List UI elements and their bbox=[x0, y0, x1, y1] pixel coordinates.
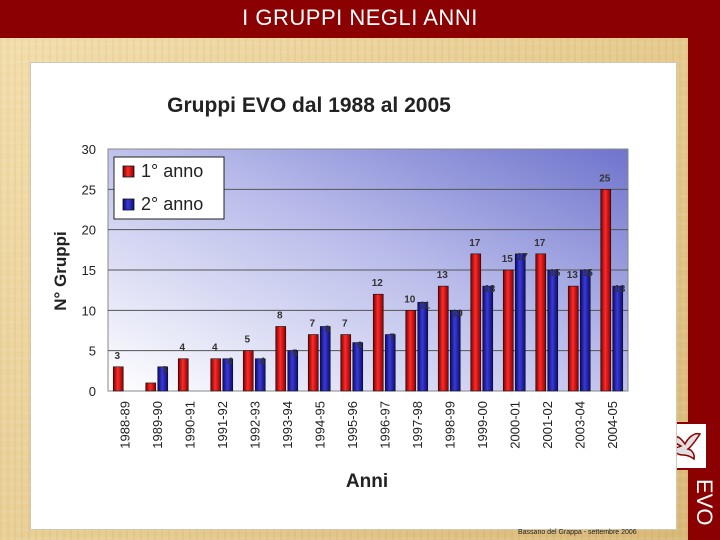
bar-2-anno bbox=[612, 285, 624, 392]
chart-title: Gruppi EVO dal 1988 al 2005 bbox=[167, 94, 451, 117]
bar-1-anno bbox=[437, 285, 449, 392]
x-tick-label: 1991-92 bbox=[215, 401, 230, 449]
bar-1-anno bbox=[470, 253, 482, 392]
data-label: 4 bbox=[212, 343, 218, 354]
x-tick-label: 2004-05 bbox=[605, 401, 620, 449]
data-label: 7 bbox=[389, 333, 395, 344]
y-tick-label: 20 bbox=[82, 223, 96, 238]
bar-2-anno bbox=[222, 358, 234, 392]
y-tick-label: 5 bbox=[89, 344, 96, 359]
data-label: 15 bbox=[549, 268, 561, 279]
bar-2-anno bbox=[449, 310, 461, 392]
data-label: 13 bbox=[484, 284, 496, 295]
data-label: 11 bbox=[419, 300, 430, 311]
data-label: 13 bbox=[437, 270, 449, 281]
x-tick-label: 1990-91 bbox=[182, 401, 197, 449]
bar-1-anno bbox=[405, 310, 417, 392]
bar-1-anno bbox=[567, 285, 579, 392]
data-label: 15 bbox=[502, 254, 514, 265]
data-label: 10 bbox=[404, 294, 416, 305]
chart-panel: 3 3 4 4 4 5 4 8 5 7 8 7 6 12 7 10 11 13 10 17 13 15 17 17 15 13 15… bbox=[30, 62, 677, 530]
data-label: 3 bbox=[162, 365, 168, 376]
data-label: 7 bbox=[309, 319, 315, 330]
bar-1-anno bbox=[112, 366, 124, 392]
x-tick-label: 1992-93 bbox=[247, 401, 262, 449]
legend-swatch bbox=[122, 198, 135, 211]
data-label: 8 bbox=[277, 310, 283, 321]
bar-2-anno bbox=[384, 334, 396, 392]
bar-1-anno bbox=[210, 358, 222, 392]
data-label: 4 bbox=[259, 357, 265, 368]
footer-text: Bassano del Grappa - settembre 2006 bbox=[518, 529, 637, 536]
x-tick-label: 1993-94 bbox=[280, 401, 295, 449]
y-axis-label: N° Gruppi bbox=[51, 231, 70, 311]
x-axis-label: Anni bbox=[346, 471, 388, 492]
y-tick-label: 15 bbox=[82, 263, 96, 278]
data-label: 5 bbox=[244, 335, 250, 346]
x-tick-label: 1989-90 bbox=[150, 401, 165, 449]
data-label: 3 bbox=[114, 351, 120, 362]
bar-2-anno bbox=[482, 285, 494, 392]
bar-1-anno bbox=[535, 253, 547, 392]
legend-swatch bbox=[122, 165, 135, 178]
data-label: 10 bbox=[452, 308, 464, 319]
data-label: 17 bbox=[517, 252, 529, 263]
bar-2-anno bbox=[319, 326, 331, 392]
y-tick-label: 25 bbox=[82, 182, 96, 197]
bar-1-anno bbox=[242, 350, 254, 392]
x-tick-label: 2001-02 bbox=[540, 401, 555, 449]
data-label: 4 bbox=[179, 343, 185, 354]
data-label: 6 bbox=[357, 341, 363, 352]
title-bar: I GRUPPI NEGLI ANNI bbox=[0, 0, 720, 38]
x-tick-label: 1996-97 bbox=[377, 401, 392, 449]
data-label: 13 bbox=[614, 284, 626, 295]
data-label: 17 bbox=[534, 238, 546, 249]
bar-1-anno bbox=[600, 189, 612, 392]
bar-2-anno bbox=[514, 253, 526, 392]
bar-1-anno bbox=[307, 334, 319, 392]
data-label: 17 bbox=[469, 238, 481, 249]
evo-side-label: EVO bbox=[692, 478, 717, 526]
y-tick-label: 30 bbox=[82, 142, 96, 157]
bar-2-anno bbox=[352, 342, 364, 392]
x-tick-label: 2003-04 bbox=[572, 401, 587, 449]
bar-1-anno bbox=[502, 269, 514, 392]
data-label: 12 bbox=[372, 278, 384, 289]
data-label: 25 bbox=[599, 173, 611, 184]
data-label: 15 bbox=[582, 268, 594, 279]
x-tick-label: 1999-00 bbox=[475, 401, 490, 449]
bar-1-anno bbox=[372, 293, 384, 392]
bar-2-anno bbox=[157, 366, 169, 392]
bar-1-anno bbox=[177, 358, 189, 392]
legend-label: 1° anno bbox=[141, 161, 203, 181]
x-tick-label: 1997-98 bbox=[410, 401, 425, 449]
bar-1-anno bbox=[340, 334, 352, 392]
bar-1-anno bbox=[275, 326, 287, 392]
data-label: 7 bbox=[342, 319, 348, 330]
bar-1-anno bbox=[145, 382, 157, 392]
legend: 1° anno 2° anno bbox=[113, 156, 225, 220]
bar-2-anno bbox=[254, 358, 266, 392]
x-tick-label: 2000-01 bbox=[507, 401, 522, 449]
bar-2-anno bbox=[579, 269, 591, 392]
bar-2-anno bbox=[547, 269, 559, 392]
y-tick-label: 10 bbox=[82, 303, 96, 318]
x-tick-label: 1995-96 bbox=[345, 401, 360, 449]
x-tick-label: 1994-95 bbox=[312, 401, 327, 449]
data-label: 13 bbox=[567, 270, 579, 281]
y-tick-label: 0 bbox=[89, 384, 96, 399]
bar-2-anno bbox=[417, 301, 429, 392]
data-label: 5 bbox=[292, 349, 298, 360]
x-tick-label: 1998-99 bbox=[442, 401, 457, 449]
legend-label: 2° anno bbox=[141, 194, 203, 214]
data-label: 4 bbox=[227, 357, 233, 368]
slide-title: I GRUPPI NEGLI ANNI bbox=[242, 5, 478, 30]
x-tick-label: 1988-89 bbox=[117, 401, 132, 449]
data-label: 8 bbox=[324, 324, 330, 335]
bar-2-anno bbox=[287, 350, 299, 392]
